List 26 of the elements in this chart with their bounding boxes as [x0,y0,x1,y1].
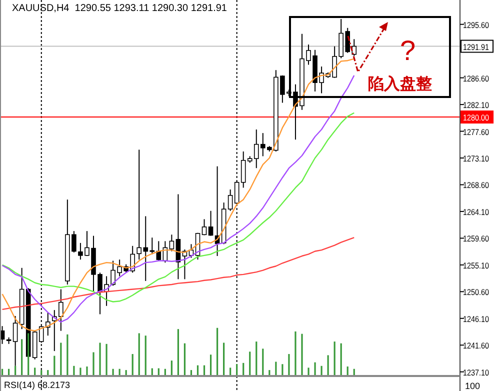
chart-title: XAUUSD,H4 1290.55 1293.11 1290.30 1291.91 [12,3,228,14]
text: RSI(14) 68.2173 [4,380,70,390]
y-tick-label: 1282.10 [463,100,494,110]
y-tick-label: 1295.60 [463,20,494,30]
text: 100 [465,381,480,391]
y-tick-label: 1268.60 [463,180,494,190]
ref-line-label: 1280.00 [463,112,494,123]
y-tick-label: 1264.10 [463,206,494,217]
candlestick [208,210,214,236]
line-series [2,112,355,302]
text: ? [400,35,416,66]
candlestick [169,234,174,252]
y-tick-label: 1241.60 [463,340,494,351]
y-tick-label: 1250.60 [463,287,494,298]
y-tick-label: 1273.10 [463,154,494,164]
y-tick-label: 1286.60 [463,73,494,84]
y-tick-label: 1237.10 [463,367,494,378]
ref-line-label: 1291.91 [463,42,494,52]
line-series [2,237,355,310]
candlestick [228,188,233,212]
y-tick-label: 1255.10 [463,260,494,270]
y-tick-label: 1259.60 [463,234,494,244]
y-tick-label: 1246.10 [463,314,494,324]
text: 陷入盘整 [368,75,432,93]
y-tick-label: 1277.60 [463,126,494,137]
candlestick [202,218,207,236]
